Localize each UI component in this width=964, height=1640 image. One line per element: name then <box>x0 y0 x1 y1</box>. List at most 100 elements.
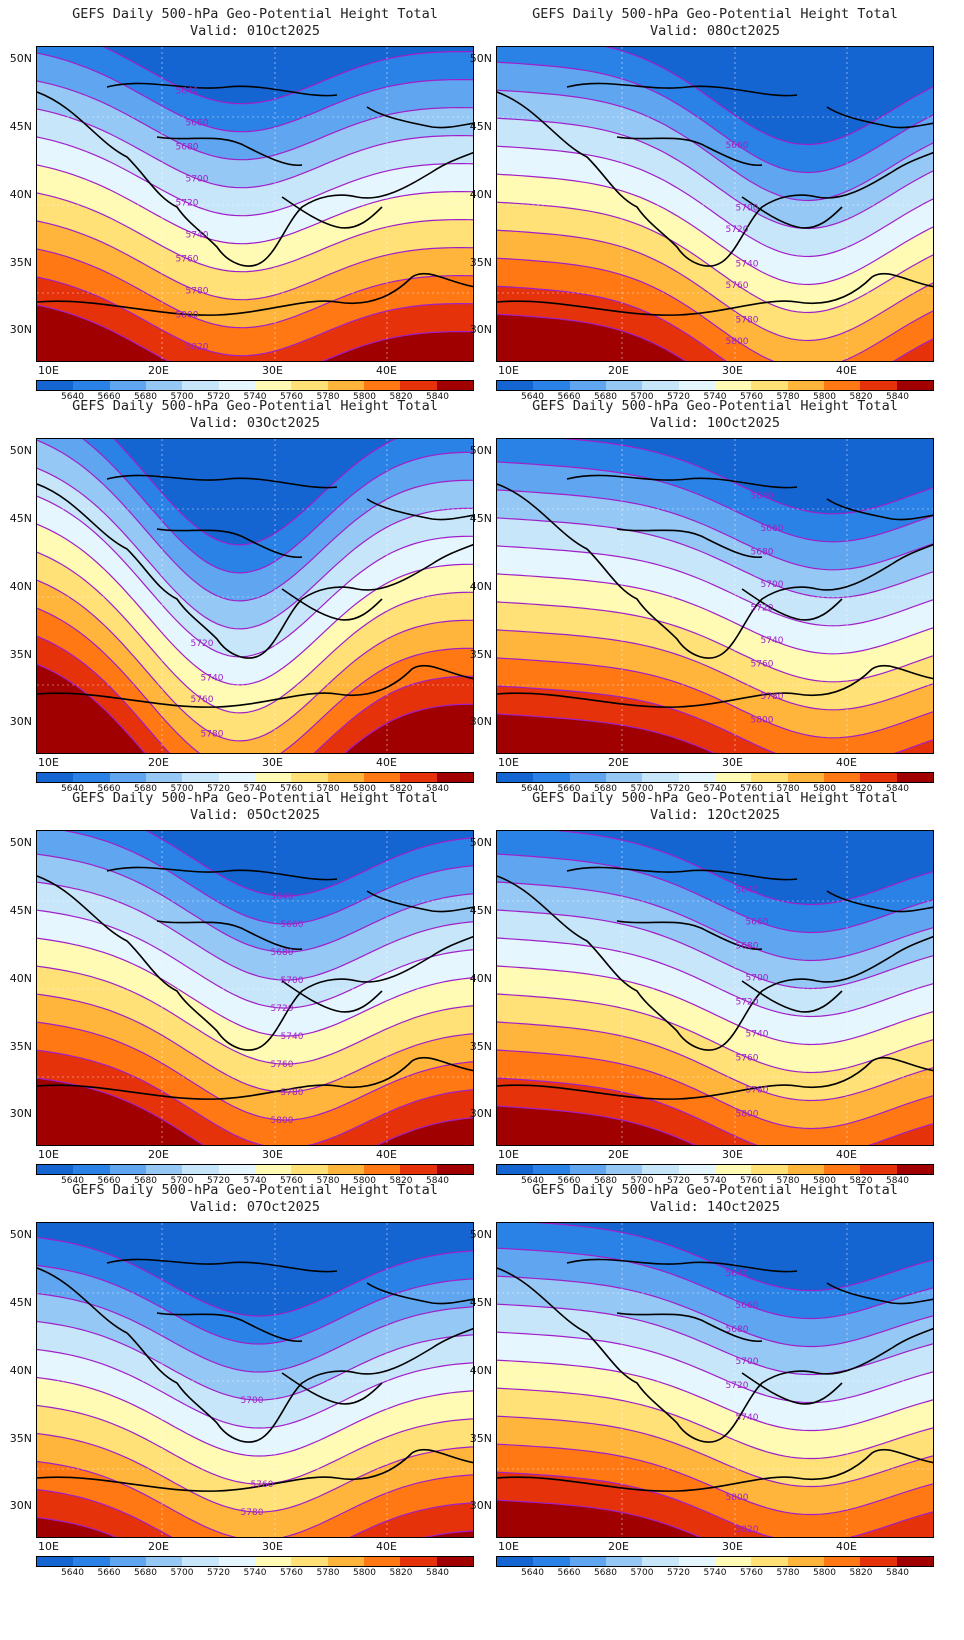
contour-line <box>497 145 933 258</box>
latitude-label: 40N <box>9 1364 32 1377</box>
panel-valid-date: Valid: 10Oct2025 <box>649 415 781 431</box>
longitude-label: 40E <box>836 756 857 769</box>
colorbar-level-label: 5740 <box>243 784 267 794</box>
contour-label: 5720 <box>176 199 199 209</box>
longitude-label: 10E <box>498 756 519 769</box>
longitude-label: 20E <box>148 1540 169 1553</box>
colorbar-swatch <box>896 1557 933 1566</box>
contour-label: 5760 <box>176 255 199 265</box>
longitude-label: 20E <box>148 364 169 377</box>
height-band <box>37 277 473 361</box>
latitude-label: 50N <box>469 1228 492 1241</box>
colorbar-swatch <box>860 381 897 390</box>
contour-line <box>497 629 933 711</box>
colorbar-swatch <box>400 1165 437 1174</box>
contour-label: 5720 <box>726 225 749 235</box>
longitude-label: 10E <box>38 1540 59 1553</box>
colorbar-swatch <box>363 1557 401 1566</box>
colorbar-swatch <box>823 381 861 390</box>
colorbar-swatch <box>218 1557 255 1566</box>
colorbar-level-label: 5760 <box>740 1568 763 1578</box>
contour-label: 5780 <box>201 729 224 739</box>
colorbar-swatch <box>642 1165 679 1174</box>
colorbar-swatch <box>254 1557 292 1566</box>
contour-label: 5740 <box>761 636 784 646</box>
map-panel: GEFS Daily 500-hPa Geo-Potential Height … <box>460 1176 934 1578</box>
contour-line <box>37 607 473 753</box>
map-svg: 5640 5660 5680 5700 5720 5740 5760 5780 5800 <box>37 831 473 1145</box>
longitude-label: 20E <box>608 1540 629 1553</box>
colorbar-swatch <box>109 1165 146 1174</box>
contour-line <box>497 489 933 571</box>
contour-line <box>497 1443 933 1516</box>
colorbar-level-label: 5740 <box>243 1568 267 1578</box>
contour-line <box>497 89 933 202</box>
contour-line <box>37 220 473 301</box>
contour-line <box>497 257 933 361</box>
contour-line <box>37 937 473 1037</box>
longitude-label: 20E <box>608 1148 629 1161</box>
contour-label: 5800 <box>736 1109 759 1119</box>
contour-label: 5660 <box>736 1301 759 1311</box>
colorbar-level-label: 5780 <box>316 392 340 402</box>
contour-line <box>497 881 933 962</box>
latitude-label: 45N <box>9 1296 32 1309</box>
latitude-label: 40N <box>469 188 492 201</box>
longitude-label: 20E <box>148 756 169 769</box>
colorbar-swatch <box>497 381 534 390</box>
contour-line <box>497 1415 933 1488</box>
contour-label: 5700 <box>281 976 304 986</box>
colorbar-swatch <box>714 381 752 390</box>
colorbar-level-label: 5820 <box>849 1176 873 1186</box>
contour-label: 5760 <box>736 1053 759 1063</box>
colorbar <box>36 1556 474 1567</box>
colorbar <box>36 380 474 391</box>
colorbar-swatch <box>73 381 110 390</box>
colorbar-swatch <box>751 1165 788 1174</box>
contour-label: 5680 <box>271 948 294 958</box>
colorbar-level-label: 5760 <box>280 1568 303 1578</box>
colorbar-swatch <box>109 773 146 782</box>
contour-label: 5740 <box>746 1029 769 1039</box>
contour-line <box>497 937 933 1018</box>
coastline <box>497 1258 933 1492</box>
latitude-label: 30N <box>9 323 32 336</box>
latitude-label: 40N <box>469 1364 492 1377</box>
height-map: 5700 5760 5780 <box>36 1222 474 1538</box>
contour-line <box>497 573 933 655</box>
colorbar-level-label: 5840 <box>426 784 449 794</box>
coastline <box>37 866 473 1100</box>
colorbar-swatch <box>569 773 606 782</box>
colorbar-level-label: 5680 <box>594 1176 617 1186</box>
colorbar-swatch <box>400 1557 437 1566</box>
colorbar-level-label: 5740 <box>703 392 727 402</box>
colorbar <box>36 1164 474 1175</box>
contour-line <box>37 663 473 753</box>
contour-line <box>37 439 473 602</box>
contour-label: 5700 <box>746 973 769 983</box>
contour-label: 5740 <box>186 231 209 241</box>
panel-title: GEFS Daily 500-hPa Geo-Potential Height … <box>532 6 898 22</box>
longitude-label: 10E <box>498 1148 519 1161</box>
contour-line <box>497 1247 933 1320</box>
map-panel: GEFS Daily 500-hPa Geo-Potential Height … <box>460 392 934 794</box>
contour-label: 5780 <box>241 1508 264 1518</box>
colorbar-swatch <box>533 1165 570 1174</box>
contour-line <box>37 164 473 245</box>
colorbar-level-label: 5680 <box>134 392 157 402</box>
colorbar-swatch <box>291 1165 328 1174</box>
colorbar-swatch <box>182 773 219 782</box>
latitude-label: 30N <box>9 715 32 728</box>
panel-title: GEFS Daily 500-hPa Geo-Potential Height … <box>72 790 438 806</box>
contour-line <box>37 1021 473 1121</box>
contour-label: 5740 <box>281 1032 304 1042</box>
longitude-label: 30E <box>262 364 283 377</box>
colorbar-level-label: 5800 <box>353 1568 376 1578</box>
colorbar-swatch <box>751 1557 788 1566</box>
contour-label: 5680 <box>726 1325 749 1335</box>
colorbar-swatch <box>605 381 643 390</box>
colorbar-swatch <box>823 1165 861 1174</box>
height-map: 5640 5660 5680 5700 5720 5740 5760 5780 5800 5820 <box>36 46 474 362</box>
contour-label: 5780 <box>736 315 759 325</box>
contour-label: 5760 <box>191 695 214 705</box>
